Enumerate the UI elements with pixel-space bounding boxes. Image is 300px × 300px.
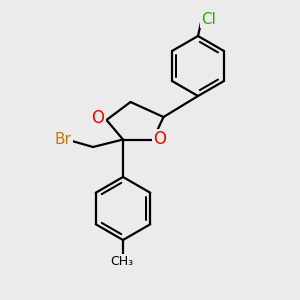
Text: O: O: [92, 109, 105, 127]
Text: Cl: Cl: [201, 12, 216, 27]
Text: O: O: [153, 130, 166, 148]
Text: CH₃: CH₃: [110, 255, 133, 268]
Text: Br: Br: [55, 132, 71, 147]
